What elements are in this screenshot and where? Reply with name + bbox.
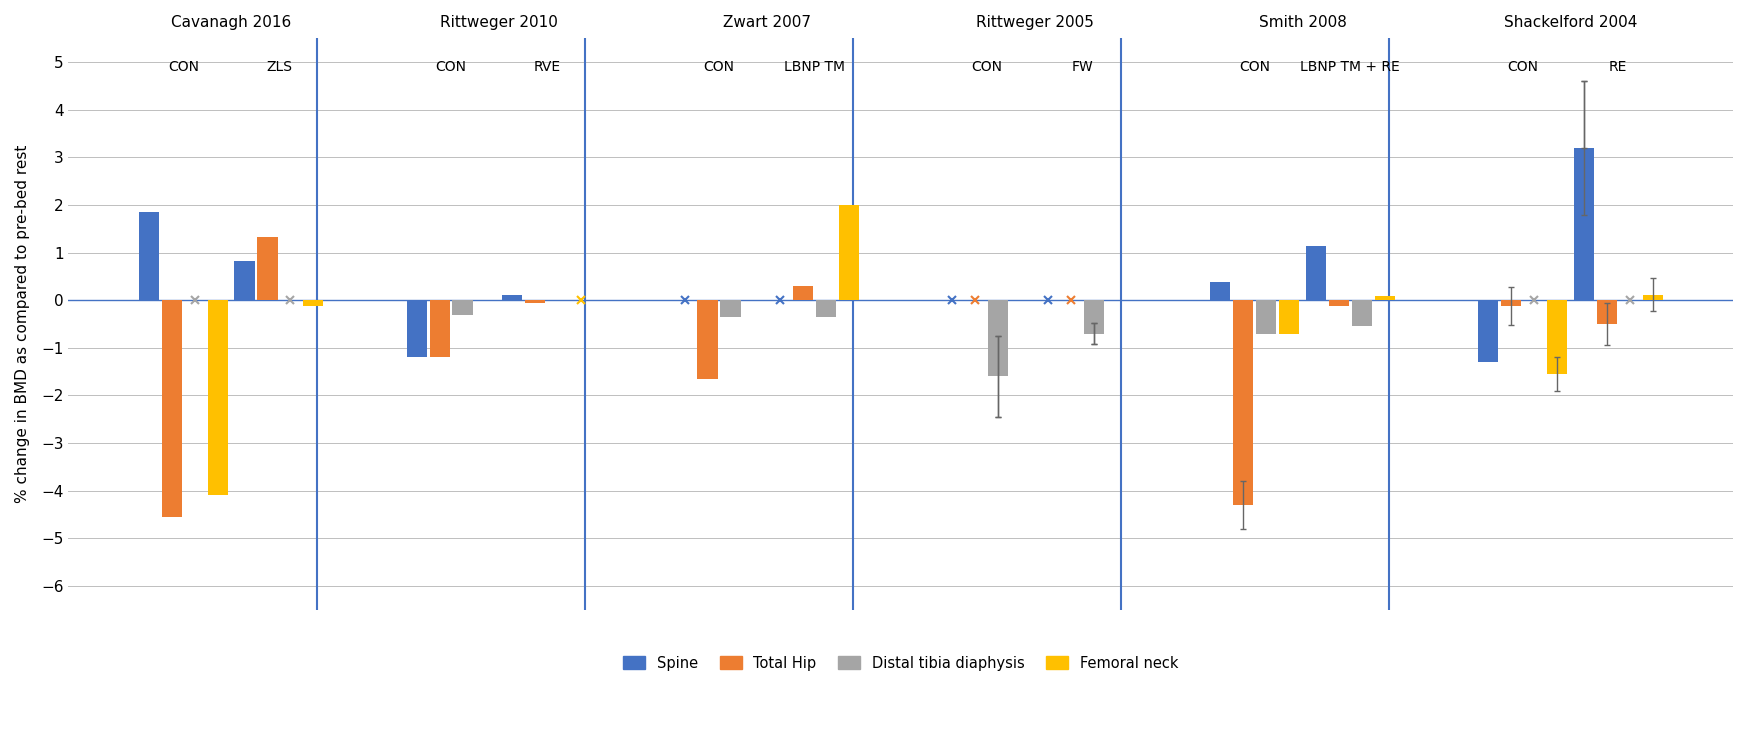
Text: LBNP TM: LBNP TM [785, 60, 844, 74]
Text: LBNP TM + RE: LBNP TM + RE [1301, 60, 1400, 74]
Text: CON: CON [972, 60, 1002, 74]
Bar [1643, 295, 1662, 301]
Text: Shackelford 2004: Shackelford 2004 [1503, 15, 1638, 30]
Text: CON: CON [168, 60, 199, 74]
Bar [988, 301, 1009, 376]
Text: CON: CON [435, 60, 467, 74]
Bar [1257, 301, 1276, 334]
Bar [524, 301, 545, 303]
Bar [839, 205, 860, 301]
Text: ZLS: ZLS [266, 60, 292, 74]
Bar [1374, 296, 1395, 301]
Text: Smith 2008: Smith 2008 [1259, 15, 1346, 30]
Text: Zwart 2007: Zwart 2007 [724, 15, 811, 30]
Text: Rittweger 2010: Rittweger 2010 [440, 15, 558, 30]
Bar [208, 301, 227, 495]
Bar [1306, 245, 1327, 301]
Bar [1479, 301, 1498, 362]
Bar [138, 212, 159, 301]
Legend: Spine, Total Hip, Distal tibia diaphysis, Femoral neck: Spine, Total Hip, Distal tibia diaphysis… [617, 650, 1183, 677]
Bar [816, 301, 836, 317]
Y-axis label: % change in BMD as compared to pre-bed rest: % change in BMD as compared to pre-bed r… [16, 145, 30, 503]
Bar [302, 301, 323, 306]
Text: CON: CON [703, 60, 734, 74]
Text: CON: CON [1239, 60, 1271, 74]
Bar [1232, 301, 1253, 505]
Bar [161, 301, 182, 517]
Bar [1084, 301, 1105, 334]
Text: Cavanagh 2016: Cavanagh 2016 [171, 15, 292, 30]
Text: Rittweger 2005: Rittweger 2005 [975, 15, 1094, 30]
Text: CON: CON [1507, 60, 1538, 74]
Bar [453, 301, 472, 315]
Bar [1547, 301, 1568, 374]
Bar [257, 237, 278, 301]
Text: RE: RE [1608, 60, 1627, 74]
Bar [1351, 301, 1372, 326]
Bar [697, 301, 718, 379]
Bar [1596, 301, 1617, 324]
Bar [430, 301, 449, 357]
Text: FW: FW [1072, 60, 1092, 74]
Bar [1328, 301, 1349, 306]
Bar [407, 301, 427, 357]
Bar [1280, 301, 1299, 334]
Bar [502, 295, 523, 301]
Text: RVE: RVE [533, 60, 561, 74]
Bar [1502, 301, 1521, 306]
Bar [794, 286, 813, 301]
Bar [234, 261, 255, 301]
Bar [1210, 282, 1231, 301]
Bar [1573, 148, 1594, 301]
Bar [720, 301, 741, 317]
